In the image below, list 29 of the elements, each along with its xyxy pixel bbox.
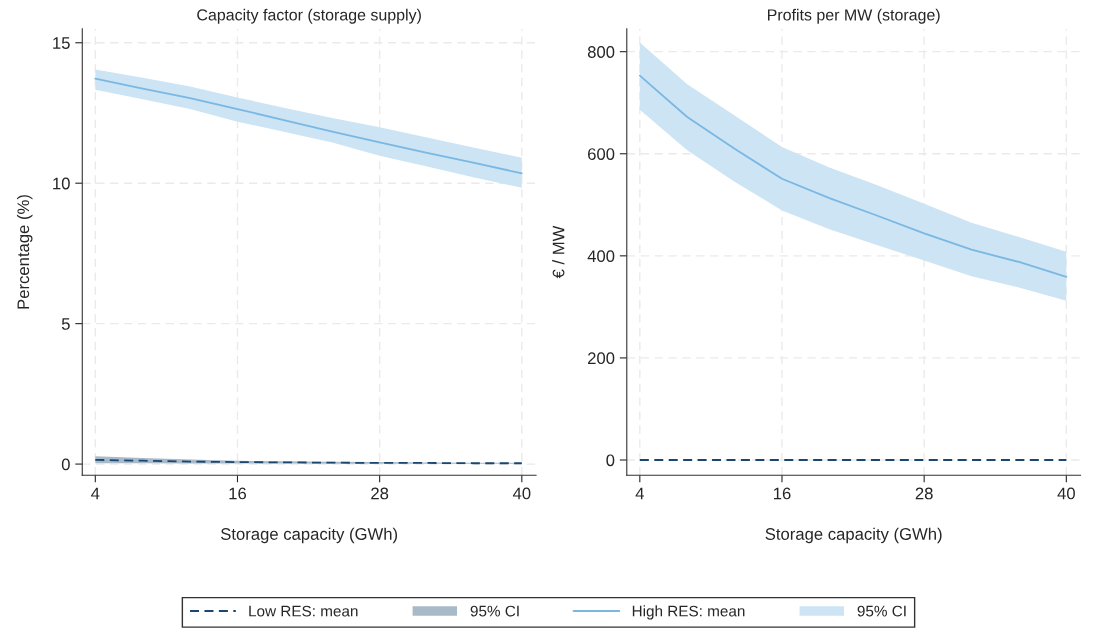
x-tick-label: 4 xyxy=(91,487,100,500)
y-tick-label: 400 xyxy=(587,250,615,263)
y-axis-title: € / MW xyxy=(552,225,565,279)
line-series xyxy=(94,77,523,175)
line-series xyxy=(638,74,1068,278)
x-tick-label: 28 xyxy=(915,487,933,500)
chart-title: Capacity factor (storage supply) xyxy=(197,8,421,24)
y-tick-label: 600 xyxy=(588,148,615,160)
chart-title: Profits per MW (storage) xyxy=(768,8,940,24)
y-tick-label: 0 xyxy=(606,454,615,467)
x-tick-label: 28 xyxy=(371,487,389,500)
x-tick-label: 40 xyxy=(1057,487,1075,500)
y-tick-label: 200 xyxy=(588,352,615,365)
text: 95% CI xyxy=(857,605,906,617)
y-tick-label: 0 xyxy=(61,458,70,471)
y-tick-label: 10 xyxy=(53,177,70,190)
x-axis-title: Storage capacity (GWh) xyxy=(221,527,398,544)
x-tick-label: 40 xyxy=(512,487,531,500)
y-tick-label: 5 xyxy=(61,318,70,330)
y-axis-title: Percentage (%) xyxy=(16,195,33,309)
legend-label: High RES: mean xyxy=(632,605,745,620)
y-tick-label: 800 xyxy=(587,46,615,58)
x-tick-label: 16 xyxy=(773,487,791,500)
x-axis-title: Storage capacity (GWh) xyxy=(765,527,942,544)
x-tick-label: 16 xyxy=(229,487,247,500)
text: 95% CI xyxy=(470,605,519,617)
legend-label: Low RES: mean xyxy=(249,605,358,617)
y-tick-label: 15 xyxy=(53,37,70,49)
x-tick-label: 4 xyxy=(635,487,644,500)
